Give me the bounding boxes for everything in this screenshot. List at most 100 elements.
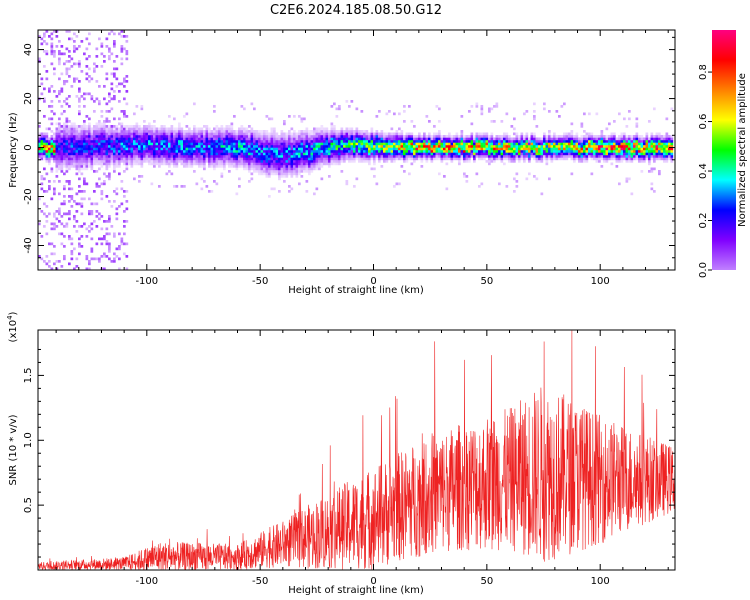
- heatmap-cell: [535, 152, 539, 156]
- heatmap-cell: [268, 155, 271, 158]
- heatmap-cell: [630, 145, 634, 148]
- heatmap-cell: [370, 127, 374, 131]
- heatmap-cell: [343, 152, 346, 156]
- heatmap-cell: [578, 152, 581, 156]
- heatmap-cell: [85, 227, 89, 231]
- heatmap-cell: [465, 180, 469, 183]
- heatmap-cell: [165, 152, 169, 156]
- heatmap-cell: [78, 142, 81, 146]
- heatmap-cell: [265, 175, 269, 178]
- heatmap-cell: [333, 135, 336, 138]
- heatmap-cell: [320, 132, 324, 136]
- heatmap-cell: [288, 172, 291, 176]
- heatmap-cell: [635, 132, 639, 136]
- heatmap-cell: [233, 135, 236, 138]
- heatmap-cell: [555, 110, 559, 113]
- heatmap-cell: [213, 152, 216, 156]
- heatmap-cell: [73, 80, 76, 83]
- heatmap-cell: [480, 147, 484, 151]
- heatmap-cell: [293, 115, 296, 118]
- heatmap-cell: [503, 147, 506, 151]
- heatmap-cell: [248, 150, 251, 153]
- heatmap-cell: [40, 142, 44, 146]
- heatmap-cell: [570, 142, 574, 146]
- heatmap-cell: [225, 142, 229, 146]
- heatmap-cell: [65, 157, 69, 161]
- heatmap-cell: [340, 170, 344, 173]
- heatmap-cell: [408, 147, 411, 151]
- heatmap-cell: [648, 157, 651, 161]
- heatmap-cell: [385, 150, 389, 153]
- heatmap-cell: [43, 145, 46, 148]
- heatmap-cell: [260, 147, 264, 151]
- heatmap-cell: [150, 130, 154, 133]
- heatmap-cell: [88, 145, 91, 148]
- heatmap-cell: [513, 157, 516, 161]
- heatmap-cell: [198, 132, 201, 136]
- heatmap-cell: [215, 130, 219, 133]
- heatmap-cell: [265, 147, 269, 151]
- heatmap-cell: [220, 132, 224, 136]
- heatmap-cell: [643, 152, 646, 156]
- colorbar-tick-label: 0.6: [698, 114, 709, 130]
- heatmap-cell: [63, 147, 66, 151]
- heatmap-cell: [665, 142, 669, 146]
- heatmap-cell: [623, 137, 626, 141]
- heatmap-cell: [240, 127, 244, 131]
- heatmap-cell: [428, 120, 431, 123]
- heatmap-cell: [545, 152, 549, 156]
- heatmap-cell: [548, 130, 551, 133]
- heatmap-cell: [505, 135, 509, 138]
- heatmap-cell: [638, 135, 641, 138]
- heatmap-cell: [255, 167, 259, 171]
- heatmap-cell: [188, 127, 191, 131]
- heatmap-cell: [420, 150, 424, 153]
- heatmap-cell: [263, 165, 266, 168]
- heatmap-cell: [165, 145, 169, 148]
- heatmap-cell: [148, 142, 151, 146]
- heatmap-cell: [165, 172, 169, 176]
- heatmap-cell: [468, 110, 471, 113]
- heatmap-cell: [595, 160, 599, 163]
- heatmap-cell: [83, 167, 86, 171]
- heatmap-cell: [540, 157, 544, 161]
- heatmap-cell: [118, 117, 121, 121]
- heatmap-cell: [60, 222, 64, 226]
- heatmap-cell: [280, 132, 284, 136]
- heatmap-cell: [268, 175, 271, 178]
- heatmap-cell: [483, 145, 486, 148]
- heatmap-cell: [318, 127, 321, 131]
- heatmap-cell: [63, 235, 66, 238]
- heatmap-cell: [45, 160, 49, 163]
- heatmap-cell: [53, 30, 56, 33]
- heatmap-cell: [580, 147, 584, 151]
- heatmap-cell: [53, 72, 56, 76]
- heatmap-cell: [610, 157, 614, 161]
- heatmap-cell: [383, 150, 386, 153]
- heatmap-cell: [538, 160, 541, 163]
- heatmap-cell: [565, 150, 569, 153]
- heatmap-cell: [43, 260, 46, 263]
- heatmap-cell: [375, 137, 379, 141]
- heatmap-cell: [158, 152, 161, 156]
- heatmap-cell: [130, 152, 134, 156]
- heatmap-cell: [333, 152, 336, 156]
- heatmap-cell: [130, 137, 134, 141]
- heatmap-cell: [308, 150, 311, 153]
- heatmap-cell: [473, 157, 476, 161]
- heatmap-cell: [405, 160, 409, 163]
- heatmap-cell: [520, 142, 524, 146]
- heatmap-cell: [283, 120, 286, 123]
- heatmap-cell: [505, 157, 509, 161]
- heatmap-cell: [143, 130, 146, 133]
- heatmap-cell: [415, 145, 419, 148]
- heatmap-cell: [603, 152, 606, 156]
- heatmap-cell: [403, 155, 406, 158]
- heatmap-cell: [43, 190, 46, 193]
- heatmap-cell: [68, 127, 71, 131]
- heatmap-cell: [365, 160, 369, 163]
- heatmap-cell: [240, 125, 244, 128]
- heatmap-cell: [193, 160, 196, 163]
- heatmap-cell: [175, 140, 179, 143]
- heatmap-cell: [355, 147, 359, 151]
